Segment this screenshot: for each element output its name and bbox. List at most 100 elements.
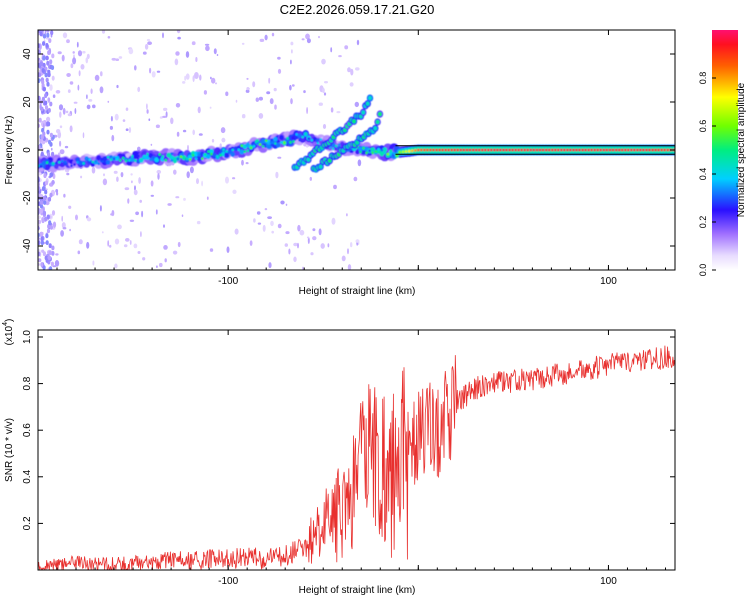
ridge-blob	[146, 152, 149, 156]
noise-blob	[293, 256, 297, 263]
ridge-blob	[590, 148, 593, 152]
noise-blob	[69, 228, 71, 232]
noise-blob	[51, 147, 53, 151]
noise-blob	[330, 47, 333, 53]
noise-blob	[77, 250, 81, 255]
ridge-blob	[331, 147, 335, 151]
noise-blob	[268, 262, 272, 269]
noise-blob	[42, 195, 47, 201]
noise-blob	[213, 48, 217, 55]
noise-blob	[138, 177, 142, 184]
ridge-blob	[456, 148, 460, 152]
ridge-blob	[355, 149, 360, 155]
noise-blob	[49, 225, 54, 230]
noise-blob	[38, 117, 42, 123]
noise-blob	[303, 90, 306, 94]
noise-blob	[55, 189, 59, 193]
snr-y-label: SNR (10 * v/v)	[4, 418, 15, 482]
ridge-blob	[137, 154, 140, 158]
noise-blob	[150, 143, 153, 146]
ridge-blob	[563, 148, 566, 152]
ridge-blob	[267, 142, 271, 145]
noise-blob	[307, 237, 310, 245]
noise-blob	[58, 104, 64, 111]
noise-blob	[262, 224, 266, 232]
noise-blob	[241, 159, 244, 166]
spectrogram-y-tick-label: -20	[22, 190, 33, 205]
noise-blob	[280, 200, 285, 205]
noise-blob	[347, 264, 352, 270]
ridge-blob	[228, 147, 231, 151]
ridge-blob	[459, 148, 463, 152]
branch-blob	[306, 157, 311, 162]
ridge-blob	[164, 158, 168, 162]
ridge-blob	[48, 162, 52, 166]
ridge-blob	[128, 158, 131, 162]
ridge-blob	[599, 148, 603, 152]
noise-blob	[355, 67, 360, 71]
noise-blob	[137, 146, 141, 152]
noise-blob	[312, 228, 316, 232]
noise-blob	[80, 64, 85, 70]
noise-blob	[99, 205, 102, 212]
noise-blob	[39, 203, 44, 209]
spectrogram-panel: -100 100 -40 -20 0 20 40 Frequency (Hz) Height…	[4, 29, 676, 297]
noise-blob	[40, 134, 44, 140]
ridge-blob	[148, 153, 153, 158]
ridge-blob	[204, 153, 207, 156]
ridge-blob	[379, 151, 385, 157]
noise-blob	[347, 67, 351, 73]
ridge-blob	[91, 160, 95, 164]
noise-blob	[331, 217, 336, 225]
noise-blob	[49, 59, 53, 65]
ridge-blob	[170, 159, 174, 162]
noise-blob	[109, 244, 112, 248]
noise-blob	[43, 216, 48, 222]
noise-blob	[141, 210, 144, 218]
noise-blob	[109, 125, 113, 130]
noise-blob	[49, 172, 53, 178]
noise-blob	[38, 186, 41, 191]
noise-blob	[45, 258, 49, 263]
noise-blob	[135, 211, 140, 216]
noise-blob	[264, 34, 268, 41]
noise-blob	[114, 238, 120, 245]
ridge-blob	[471, 148, 475, 152]
snr-frame	[37, 329, 676, 571]
noise-blob	[44, 93, 48, 98]
noise-blob	[277, 223, 282, 229]
ridge-blob	[213, 156, 216, 159]
ridge-blob	[124, 159, 128, 163]
ridge-blob	[535, 148, 539, 152]
noise-blob	[197, 106, 201, 114]
ridge-blob	[493, 148, 496, 152]
noise-blob	[187, 144, 189, 151]
snr-panel: -100 100 0.2 0.4 0.6 0.8 1.0 SNR (10 * v/v) (x…	[2, 319, 676, 596]
noise-blob	[82, 132, 85, 139]
noise-blob	[64, 145, 69, 149]
noise-blob	[173, 169, 177, 175]
ridge-blob	[374, 150, 378, 154]
ridge-blob	[593, 148, 597, 152]
noise-blob	[62, 32, 68, 39]
branch-blob	[373, 126, 378, 131]
noise-blob	[137, 86, 141, 93]
noise-blob	[38, 172, 42, 176]
ridge-blob	[359, 150, 362, 154]
noise-blob	[241, 42, 245, 45]
ridge-blob	[70, 164, 73, 168]
ridge-blob	[407, 149, 411, 153]
ridge-blob	[617, 148, 621, 152]
noise-blob	[38, 258, 42, 263]
ridge-blob	[207, 150, 210, 153]
noise-blob	[61, 54, 65, 62]
noise-blob	[66, 39, 70, 44]
noise-blob	[297, 242, 299, 249]
colorbar-axes: 0.0 0.2 0.4 0.6 0.8	[698, 72, 716, 276]
noise-blob	[196, 220, 201, 225]
ridge-blob	[112, 157, 116, 161]
noise-blob	[111, 57, 117, 61]
noise-blob	[170, 117, 174, 125]
ridge-blob	[660, 148, 663, 152]
